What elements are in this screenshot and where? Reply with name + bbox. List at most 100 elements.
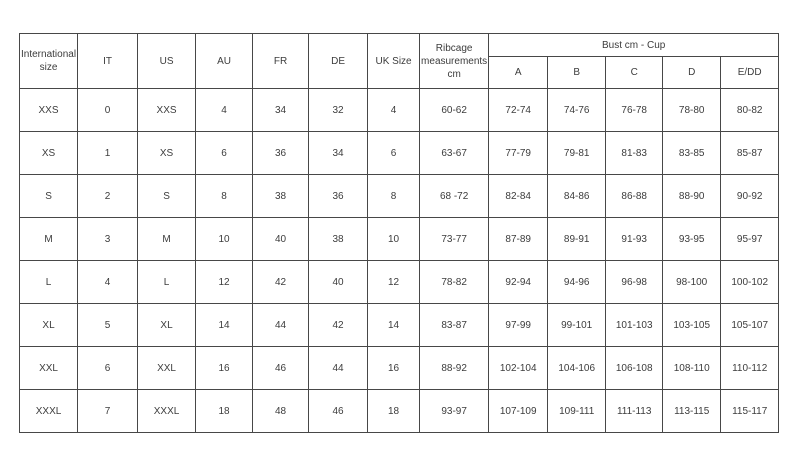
size-conversion-table-container: International size IT US AU FR DE UK Size Ribca…	[18, 33, 780, 433]
table-cell: XS	[18, 131, 79, 175]
table-cell: 8	[367, 174, 421, 218]
column-group-header-bust-cup: Bust cm - Cup	[488, 33, 780, 57]
cup-column-header: E/DD	[720, 56, 780, 89]
table-row: S 2 S 8 38 36 8 68 -72 82-84 84-86 86-88 88-90 90-92	[18, 174, 780, 218]
table-cell: 40	[252, 217, 310, 261]
table-cell: 110-112	[720, 346, 780, 390]
table-row: XXL 6 XXL 16 46 44 16 88-92 102-104 104-106 106-10…	[18, 346, 780, 390]
table-cell: 97-99	[488, 303, 549, 347]
table-cell: XXXL	[18, 389, 79, 433]
table-cell: 7	[77, 389, 139, 433]
table-cell: 12	[195, 260, 254, 304]
table-cell: S	[137, 174, 197, 218]
table-cell: 63-67	[419, 131, 490, 175]
column-header: UK Size	[367, 33, 421, 89]
table-cell: 18	[367, 389, 421, 433]
table-row: XXS 0 XXS 4 34 32 4 60-62 72-74 74-76 76-78 78-80 80…	[18, 88, 780, 132]
table-cell: 101-103	[605, 303, 664, 347]
table-cell: 14	[195, 303, 254, 347]
table-cell: 109-111	[547, 389, 607, 433]
column-header: US	[137, 33, 197, 89]
table-row: L 4 L 12 42 40 12 78-82 92-94 94-96 96-98 98-100 100…	[18, 260, 780, 304]
table-cell: 98-100	[662, 260, 722, 304]
table-cell: 4	[195, 88, 254, 132]
table-cell: 72-74	[488, 88, 549, 132]
column-header: IT	[77, 33, 139, 89]
table-cell: 89-91	[547, 217, 607, 261]
table-cell: 115-117	[720, 389, 780, 433]
table-cell: 44	[308, 346, 369, 390]
table-cell: 88-92	[419, 346, 490, 390]
table-cell: 78-80	[662, 88, 722, 132]
table-cell: 96-98	[605, 260, 664, 304]
table-cell: 91-93	[605, 217, 664, 261]
cup-column-header: D	[662, 56, 722, 89]
table-cell: 36	[252, 131, 310, 175]
table-cell: 94-96	[547, 260, 607, 304]
table-cell: 73-77	[419, 217, 490, 261]
table-cell: 1	[77, 131, 139, 175]
table-cell: 40	[308, 260, 369, 304]
table-cell: 10	[367, 217, 421, 261]
table-cell: 12	[367, 260, 421, 304]
table-cell: XL	[137, 303, 197, 347]
table-cell: XL	[18, 303, 79, 347]
table-cell: 78-82	[419, 260, 490, 304]
table-cell: 6	[195, 131, 254, 175]
table-cell: 34	[308, 131, 369, 175]
size-table-body: XXS 0 XXS 4 34 32 4 60-62 72-74 74-76 76-78 78-80 80…	[18, 88, 780, 433]
table-cell: S	[18, 174, 79, 218]
table-cell: 93-95	[662, 217, 722, 261]
table-cell: 82-84	[488, 174, 549, 218]
table-cell: XXL	[18, 346, 79, 390]
column-header: DE	[308, 33, 369, 89]
cup-column-header: A	[488, 56, 549, 89]
header-row-cups: A B C D E/DD	[20, 56, 780, 89]
table-cell: 81-83	[605, 131, 664, 175]
column-header: Ribcage measurements cm	[419, 33, 490, 89]
table-cell: 42	[252, 260, 310, 304]
table-cell: 77-79	[488, 131, 549, 175]
table-cell: 16	[195, 346, 254, 390]
table-cell: 90-92	[720, 174, 780, 218]
size-table-head: International size IT US AU FR DE UK Size Ribca…	[18, 33, 780, 89]
table-cell: 8	[195, 174, 254, 218]
table-cell: XXS	[137, 88, 197, 132]
table-cell: L	[137, 260, 197, 304]
table-cell: 42	[308, 303, 369, 347]
column-header: International size	[18, 33, 79, 89]
table-cell: 16	[367, 346, 421, 390]
table-cell: 105-107	[720, 303, 780, 347]
table-cell: 44	[252, 303, 310, 347]
table-cell: L	[18, 260, 79, 304]
table-cell: 93-97	[419, 389, 490, 433]
table-cell: 86-88	[605, 174, 664, 218]
table-cell: 99-101	[547, 303, 607, 347]
table-cell: 4	[77, 260, 139, 304]
table-cell: 32	[308, 88, 369, 132]
table-cell: 14	[367, 303, 421, 347]
table-cell: 102-104	[488, 346, 549, 390]
table-cell: 38	[308, 217, 369, 261]
table-cell: 4	[367, 88, 421, 132]
table-row: XL 5 XL 14 44 42 14 83-87 97-99 99-101 101-103 103-…	[18, 303, 780, 347]
table-cell: 38	[252, 174, 310, 218]
table-cell: 106-108	[605, 346, 664, 390]
table-cell: 46	[308, 389, 369, 433]
table-cell: M	[18, 217, 79, 261]
table-cell: 92-94	[488, 260, 549, 304]
table-cell: 84-86	[547, 174, 607, 218]
table-cell: 113-115	[662, 389, 722, 433]
table-cell: XXS	[18, 88, 79, 132]
table-cell: 5	[77, 303, 139, 347]
table-cell: 74-76	[547, 88, 607, 132]
table-cell: 68 -72	[419, 174, 490, 218]
table-cell: 95-97	[720, 217, 780, 261]
column-header: AU	[195, 33, 254, 89]
table-row: XXXL 7 XXXL 18 48 46 18 93-97 107-109 109-111 111-…	[18, 389, 780, 433]
table-cell: XXL	[137, 346, 197, 390]
table-cell: 80-82	[720, 88, 780, 132]
table-cell: 36	[308, 174, 369, 218]
column-header: FR	[252, 33, 310, 89]
table-cell: 60-62	[419, 88, 490, 132]
